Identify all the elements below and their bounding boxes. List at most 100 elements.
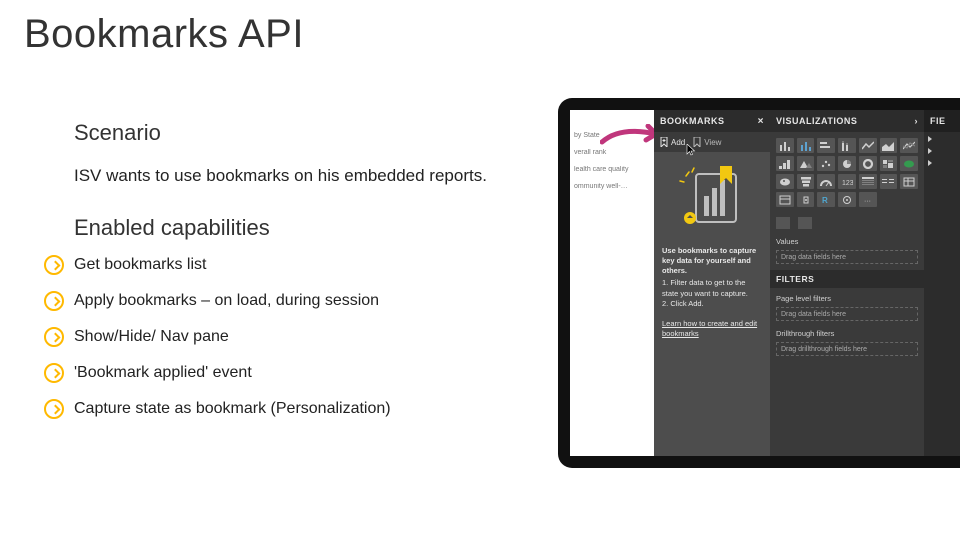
viz-type-icon[interactable]: 123 bbox=[838, 174, 856, 189]
expand-icon bbox=[928, 148, 932, 154]
visualizations-panel-title: VISUALIZATIONS bbox=[776, 116, 857, 126]
viz-type-icon[interactable] bbox=[797, 138, 815, 153]
viz-type-icon[interactable] bbox=[838, 156, 856, 171]
expand-icon bbox=[928, 136, 932, 142]
list-item: Get bookmarks list bbox=[44, 255, 534, 275]
bookmarks-toolbar: Add View bbox=[654, 132, 770, 152]
bookmarks-instructions-title: Use bookmarks to capture key data for yo… bbox=[662, 246, 762, 276]
close-icon[interactable]: × bbox=[758, 116, 764, 127]
bookmarks-step-2: 2. Click Add. bbox=[662, 299, 704, 308]
viz-type-icon[interactable] bbox=[880, 156, 898, 171]
report-strip-line: lealth care quality bbox=[574, 166, 650, 173]
add-bookmark-label: Add bbox=[671, 138, 685, 147]
chevron-circle-icon bbox=[44, 291, 64, 311]
format-tab-icon[interactable] bbox=[798, 217, 812, 229]
report-canvas-strip: by State verall rank lealth care quality… bbox=[570, 110, 654, 456]
list-item-label: Get bookmarks list bbox=[74, 256, 206, 274]
list-item-label: Apply bookmarks – on load, during sessio… bbox=[74, 292, 379, 310]
field-table-item[interactable] bbox=[928, 160, 960, 166]
field-table-item[interactable] bbox=[928, 148, 960, 154]
list-item: Show/Hide/ Nav pane bbox=[44, 327, 534, 347]
svg-text:···: ··· bbox=[864, 198, 871, 205]
bookmarks-panel-title: BOOKMARKS bbox=[660, 116, 725, 126]
viz-type-icon[interactable] bbox=[797, 192, 815, 207]
viz-format-toolbar bbox=[770, 213, 924, 231]
viz-type-icon[interactable] bbox=[859, 174, 877, 189]
chevron-circle-icon bbox=[44, 363, 64, 383]
viz-type-icon[interactable] bbox=[880, 174, 898, 189]
scenario-heading: Scenario bbox=[74, 120, 534, 146]
drillthrough-filter-well[interactable]: Drag drillthrough fields here bbox=[776, 342, 918, 356]
fields-panel-title: FIE bbox=[930, 116, 946, 126]
viz-type-icon[interactable] bbox=[900, 156, 918, 171]
bookmarks-help-link[interactable]: Learn how to create and edit bookmarks bbox=[654, 309, 770, 339]
fields-list bbox=[924, 132, 960, 176]
viz-type-icon[interactable]: ··· bbox=[859, 192, 877, 207]
bookmark-view-icon bbox=[693, 137, 701, 147]
bookmarks-panel: BOOKMARKS × Add View bbox=[654, 110, 770, 456]
chevron-circle-icon bbox=[44, 255, 64, 275]
filter-row-label: Page level filters bbox=[770, 288, 924, 305]
filters-header: FILTERS bbox=[770, 270, 924, 288]
viz-type-icon[interactable] bbox=[859, 138, 877, 153]
viz-type-icon[interactable] bbox=[817, 156, 835, 171]
viz-type-icon[interactable] bbox=[817, 174, 835, 189]
list-item: 'Bookmark applied' event bbox=[44, 363, 534, 383]
bookmarks-instructions: Use bookmarks to capture key data for yo… bbox=[654, 238, 770, 309]
bookmarks-step-1: 1. Filter data to get to the state you w… bbox=[662, 278, 748, 297]
report-strip-line: verall rank bbox=[574, 149, 650, 156]
field-table-item[interactable] bbox=[928, 136, 960, 142]
values-field-well[interactable]: Drag data fields here bbox=[776, 250, 918, 264]
viz-type-icon[interactable] bbox=[776, 156, 794, 171]
chevron-circle-icon bbox=[44, 399, 64, 419]
capabilities-list: Get bookmarks list Apply bookmarks – on … bbox=[74, 255, 534, 419]
visualizations-gallery: 123 R ··· bbox=[770, 132, 924, 213]
list-item: Apply bookmarks – on load, during sessio… bbox=[44, 291, 534, 311]
viz-type-icon[interactable]: R bbox=[817, 192, 835, 207]
viz-type-icon[interactable] bbox=[776, 174, 794, 189]
viz-type-icon[interactable] bbox=[797, 174, 815, 189]
visualizations-panel: VISUALIZATIONS › bbox=[770, 110, 924, 456]
capabilities-heading: Enabled capabilities bbox=[74, 215, 534, 241]
viz-type-icon[interactable] bbox=[776, 192, 794, 207]
bookmark-illustration-icon bbox=[676, 166, 748, 230]
fields-panel-header: FIE bbox=[924, 110, 960, 132]
viz-type-icon[interactable] bbox=[900, 174, 918, 189]
view-bookmarks-label: View bbox=[704, 138, 721, 147]
viz-type-icon[interactable] bbox=[797, 156, 815, 171]
laptop-screen: by State verall rank lealth care quality… bbox=[570, 110, 960, 456]
viz-type-icon[interactable] bbox=[838, 138, 856, 153]
viz-type-icon[interactable] bbox=[859, 156, 877, 171]
list-item-label: Show/Hide/ Nav pane bbox=[74, 328, 229, 346]
list-item-label: Capture state as bookmark (Personalizati… bbox=[74, 400, 391, 418]
chevron-circle-icon bbox=[44, 327, 64, 347]
fields-panel: FIE bbox=[924, 110, 960, 456]
filter-row-label: Drillthrough filters bbox=[770, 323, 924, 340]
viz-type-icon[interactable] bbox=[776, 138, 794, 153]
bookmarks-empty-state bbox=[654, 152, 770, 238]
add-bookmark-button[interactable]: Add bbox=[660, 137, 685, 147]
list-item-label: 'Bookmark applied' event bbox=[74, 364, 252, 382]
page-title: Bookmarks API bbox=[24, 12, 304, 57]
report-strip-line: ommunity well-… bbox=[574, 183, 650, 190]
fields-tab-icon[interactable] bbox=[776, 217, 790, 229]
viz-type-icon[interactable] bbox=[838, 192, 856, 207]
expand-icon bbox=[928, 160, 932, 166]
content-column: Scenario ISV wants to use bookmarks on h… bbox=[74, 120, 534, 435]
svg-text:123: 123 bbox=[842, 180, 853, 187]
bookmark-add-icon bbox=[660, 137, 668, 147]
viz-type-icon[interactable] bbox=[880, 138, 898, 153]
visualizations-panel-header: VISUALIZATIONS › bbox=[770, 110, 924, 132]
report-strip-line: by State bbox=[574, 132, 650, 139]
page-filter-well[interactable]: Drag data fields here bbox=[776, 307, 918, 321]
viz-type-icon[interactable] bbox=[817, 138, 835, 153]
list-item: Capture state as bookmark (Personalizati… bbox=[44, 399, 534, 419]
svg-text:R: R bbox=[822, 196, 828, 205]
viz-type-icon[interactable] bbox=[900, 138, 918, 153]
values-label: Values bbox=[770, 231, 924, 248]
bookmarks-panel-header: BOOKMARKS × bbox=[654, 110, 770, 132]
laptop-mock: by State verall rank lealth care quality… bbox=[558, 98, 960, 468]
chevron-right-icon[interactable]: › bbox=[915, 116, 919, 126]
view-bookmarks-button[interactable]: View bbox=[693, 137, 721, 147]
scenario-text: ISV wants to use bookmarks on his embedd… bbox=[74, 160, 534, 191]
